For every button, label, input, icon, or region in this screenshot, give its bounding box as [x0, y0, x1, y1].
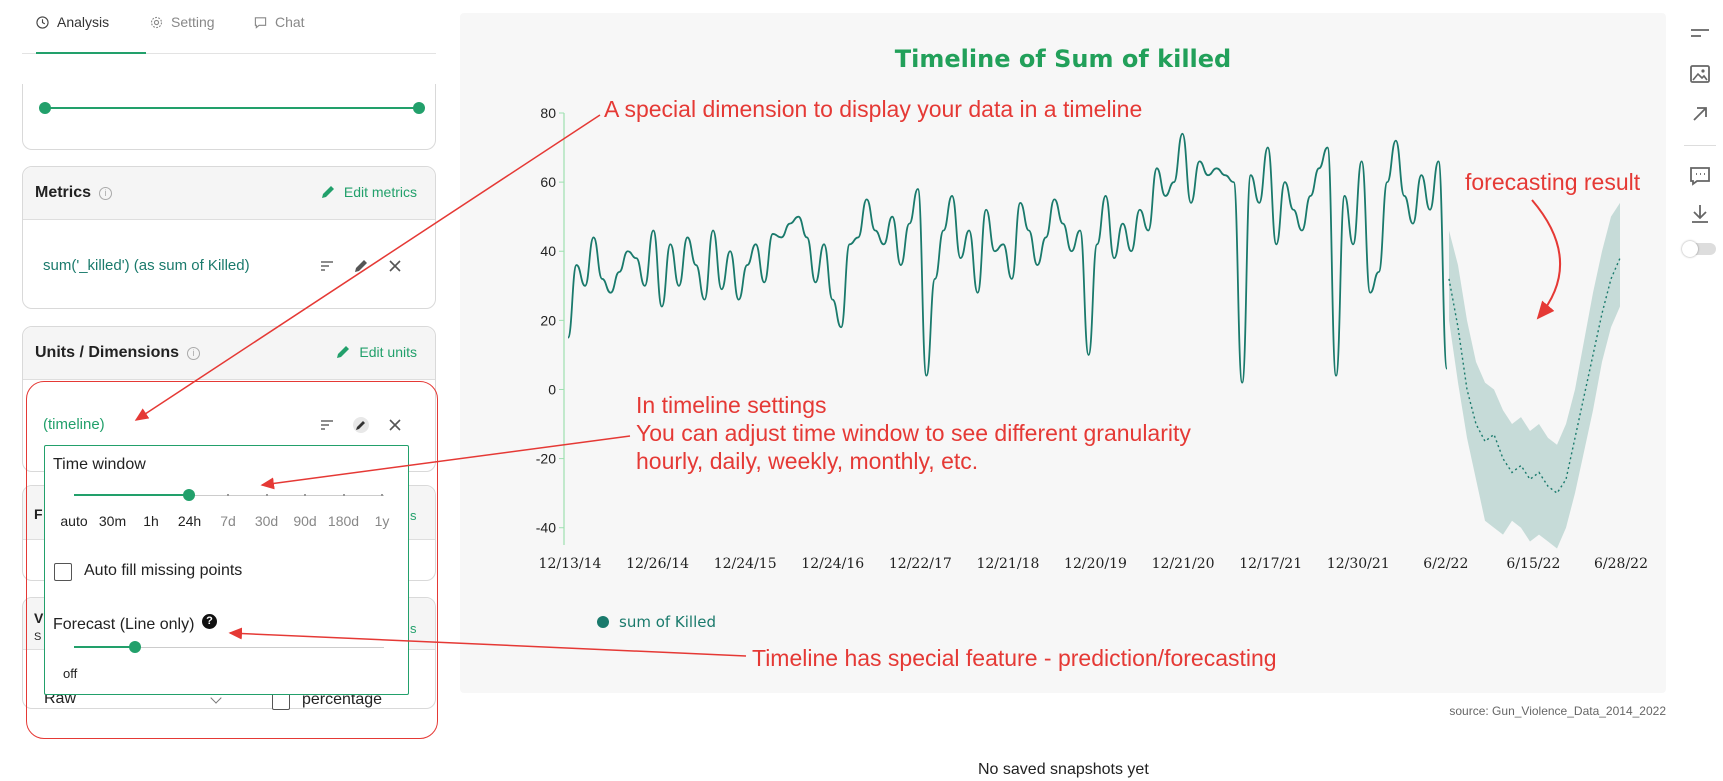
annotation-settings: In timeline settings You can adjust time…	[636, 391, 1191, 475]
tab-analysis[interactable]: Analysis	[36, 14, 146, 54]
time-window-option-90d[interactable]: 90d	[293, 513, 317, 529]
time-window-option-1y[interactable]: 1y	[374, 513, 390, 529]
sort-icon[interactable]	[319, 417, 335, 433]
close-icon[interactable]	[387, 417, 403, 433]
metrics-header: Metrics i Edit metrics	[23, 167, 435, 220]
time-window-handle[interactable]	[183, 489, 195, 501]
time-window-option-auto[interactable]: auto	[60, 513, 88, 529]
info-icon: i	[187, 347, 201, 360]
forecast-track[interactable]	[74, 647, 384, 648]
tab-chat[interactable]: Chat	[254, 14, 305, 54]
forecast-label: Forecast (Line only)	[53, 616, 195, 633]
image-icon[interactable]	[1688, 62, 1712, 86]
right-toolbar	[1680, 0, 1723, 781]
time-window-option-7d[interactable]: 7d	[220, 513, 236, 529]
percentage-label: percentage	[302, 691, 383, 708]
help-icon[interactable]: ?	[202, 614, 217, 629]
toolbar-divider	[1684, 145, 1716, 146]
forecast-fill	[74, 646, 134, 648]
range-slider-end-handle[interactable]	[413, 102, 425, 114]
forecast-handle[interactable]	[129, 641, 141, 653]
time-window-tick-mark	[381, 494, 383, 496]
annotation-settings-line2: You can adjust time window to see differ…	[636, 420, 1191, 446]
chart-title: Timeline of Sum of killed	[894, 45, 1232, 73]
metric-item-actions	[319, 258, 403, 274]
units-title: Units / Dimensions i	[35, 344, 201, 362]
time-window-track[interactable]	[74, 495, 384, 496]
source-note: source: Gun_Violence_Data_2014_2022	[1449, 704, 1666, 718]
dimension-item-actions	[319, 417, 403, 433]
time-window-option-180d[interactable]: 180d	[327, 513, 360, 529]
auto-fill-label: Auto fill missing points	[84, 562, 243, 579]
filter-title-peek: F	[34, 506, 43, 522]
tab-bar: Analysis Setting Chat	[22, 0, 436, 54]
download-icon[interactable]	[1688, 202, 1712, 226]
info-icon: i	[99, 187, 113, 200]
tab-chat-label: Chat	[275, 14, 305, 30]
timeline-dimension-item[interactable]: (timeline)	[43, 416, 105, 433]
expand-arrow-icon[interactable]	[1688, 102, 1712, 126]
tab-setting-label: Setting	[171, 14, 215, 30]
view-edit-peek: s	[410, 621, 417, 636]
time-window-option-1h[interactable]: 1h	[143, 513, 159, 529]
filter-edit-peek: s	[410, 508, 417, 523]
time-window-tick-mark	[227, 494, 229, 496]
edit-metrics-button[interactable]: Edit metrics	[320, 184, 417, 200]
edit-pencil-icon[interactable]	[353, 417, 369, 433]
toolbar-toggle[interactable]	[1682, 241, 1716, 257]
sort-icon[interactable]	[319, 258, 335, 274]
time-window-tick-mark	[304, 494, 306, 496]
edit-units-label: Edit units	[359, 344, 417, 360]
metric-item[interactable]: sum('_killed') (as sum of Killed)	[43, 257, 250, 274]
pencil-icon	[337, 346, 350, 358]
time-window-fill	[74, 494, 190, 496]
time-window-tick-mark	[342, 494, 345, 496]
clock-icon	[36, 16, 49, 29]
comment-icon[interactable]	[1688, 164, 1712, 188]
view-subtitle-peek: S	[34, 631, 42, 643]
forecast-value: off	[63, 666, 78, 681]
timeline-settings-popup: Time window Auto fill missing points For…	[44, 445, 409, 695]
time-window-option-24h[interactable]: 24h	[177, 513, 202, 529]
time-window-option-30m[interactable]: 30m	[98, 513, 127, 529]
snapshots-empty-text: No saved snapshots yet	[978, 761, 1149, 778]
edit-units-button[interactable]: Edit units	[335, 344, 417, 360]
annotation-timeline: A special dimension to display your data…	[604, 96, 1143, 122]
range-slider-track	[45, 107, 419, 109]
time-window-tick-mark	[265, 494, 268, 496]
annotation-settings-line1: In timeline settings	[636, 392, 827, 418]
sort-lines-icon[interactable]	[1688, 22, 1712, 46]
metrics-title: Metrics i	[35, 184, 113, 202]
gear-icon	[150, 16, 163, 29]
close-icon[interactable]	[387, 258, 403, 274]
range-slider-start-handle[interactable]	[39, 102, 51, 114]
edit-metrics-label: Edit metrics	[343, 184, 417, 200]
pencil-icon	[321, 186, 334, 198]
units-header: Units / Dimensions i Edit units	[23, 327, 435, 380]
metrics-card: Metrics i Edit metrics sum('_killed') (as…	[22, 166, 436, 309]
auto-fill-checkbox[interactable]	[54, 563, 72, 581]
chat-icon	[254, 17, 267, 29]
tab-setting[interactable]: Setting	[150, 14, 215, 54]
view-title-peek: V	[34, 610, 44, 626]
range-slider-card	[22, 84, 436, 150]
time-window-label: Time window	[53, 456, 146, 473]
tab-analysis-label: Analysis	[57, 14, 110, 30]
annotation-settings-line3: hourly, daily, weekly, monthly, etc.	[636, 448, 979, 474]
annotation-feature: Timeline has special feature - predictio…	[752, 645, 1277, 671]
edit-pencil-icon[interactable]	[353, 258, 369, 274]
annotation-forecast-result: forecasting result	[1465, 169, 1641, 195]
time-window-option-30d[interactable]: 30d	[254, 513, 279, 529]
